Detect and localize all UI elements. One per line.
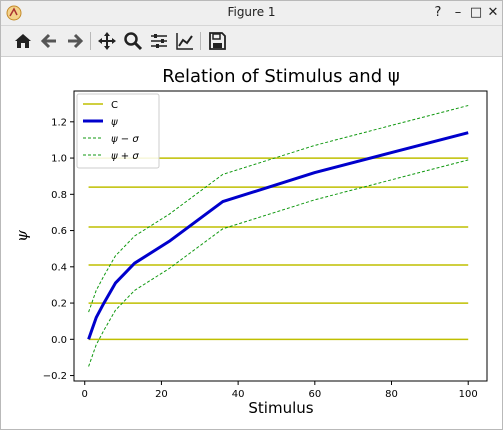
psi-line [87, 131, 469, 340]
legend-box [76, 93, 160, 169]
forward-button[interactable] [63, 29, 87, 53]
app-icon [6, 5, 22, 21]
edit-axis-button[interactable] [173, 29, 197, 53]
legend-label-c: C [111, 100, 118, 111]
x-tick-label: 0 [82, 389, 88, 400]
psi-minus-sigma-line [88, 159, 469, 367]
home-button[interactable] [11, 29, 35, 53]
help-button[interactable]: ? [434, 5, 442, 20]
edit-axis-icon [176, 33, 193, 50]
legend-label-psi-plus-sigma: ψ + σ [111, 151, 139, 162]
home-icon [15, 34, 31, 48]
zoom-icon [124, 32, 143, 51]
y-tick-label: 0.4 [51, 262, 67, 273]
c-reference-lines [88, 157, 469, 341]
axis-ticks: 0 20 40 60 80 100 −0.2 0.0 0.2 0.4 0.6 0.8 1.0 1.2 [43, 117, 478, 400]
figure-canvas[interactable]: Relation of Stimulus and ψ 0 20 40 60 80 100 −… [1, 57, 502, 429]
y-tick-label: −0.2 [43, 371, 67, 382]
x-tick-label: 100 [459, 389, 478, 400]
save-button[interactable] [205, 29, 229, 53]
minimize-button[interactable]: – [454, 5, 462, 20]
y-tick-label: 0.8 [51, 190, 67, 201]
subplots-icon [151, 34, 167, 48]
x-tick-label: 60 [308, 389, 321, 400]
window-title: Figure 1 [227, 5, 276, 19]
pan-button[interactable] [95, 29, 119, 53]
y-axis-label: ψ [13, 230, 31, 242]
forward-icon [68, 33, 84, 49]
x-axis-label: Stimulus [248, 399, 313, 417]
y-tick-label: 0.0 [51, 335, 67, 346]
x-tick-label: 80 [385, 389, 398, 400]
y-tick-label: 1.0 [51, 154, 67, 165]
y-tick-label: 0.2 [51, 299, 67, 310]
back-button[interactable] [37, 29, 61, 53]
y-tick-label: 1.2 [51, 117, 67, 128]
legend-label-psi-minus-sigma: ψ − σ [111, 134, 139, 145]
maximize-button[interactable]: □ [469, 5, 483, 20]
x-tick-label: 40 [232, 389, 245, 400]
navigation-toolbar [1, 26, 502, 57]
save-icon [209, 32, 226, 50]
pan-icon [98, 32, 116, 50]
toolbar-separator [90, 32, 91, 50]
close-button[interactable]: ✕ [487, 5, 499, 20]
series-lines [87, 105, 469, 367]
back-icon [40, 33, 56, 49]
toolbar-separator [200, 32, 201, 50]
legend: C ψ ψ − σ ψ + σ [76, 93, 160, 169]
psi-plus-sigma-line [88, 105, 469, 313]
title-bar: Figure 1 ? – □ ✕ [1, 1, 502, 26]
legend-label-psi: ψ [111, 117, 118, 128]
zoom-button[interactable] [121, 29, 145, 53]
chart: Relation of Stimulus and ψ 0 20 40 60 80 100 −… [13, 66, 488, 417]
axes-frame [73, 90, 488, 382]
chart-title: Relation of Stimulus and ψ [162, 66, 399, 87]
y-tick-label: 0.6 [51, 226, 67, 237]
x-tick-label: 20 [155, 389, 168, 400]
subplots-button[interactable] [147, 29, 171, 53]
